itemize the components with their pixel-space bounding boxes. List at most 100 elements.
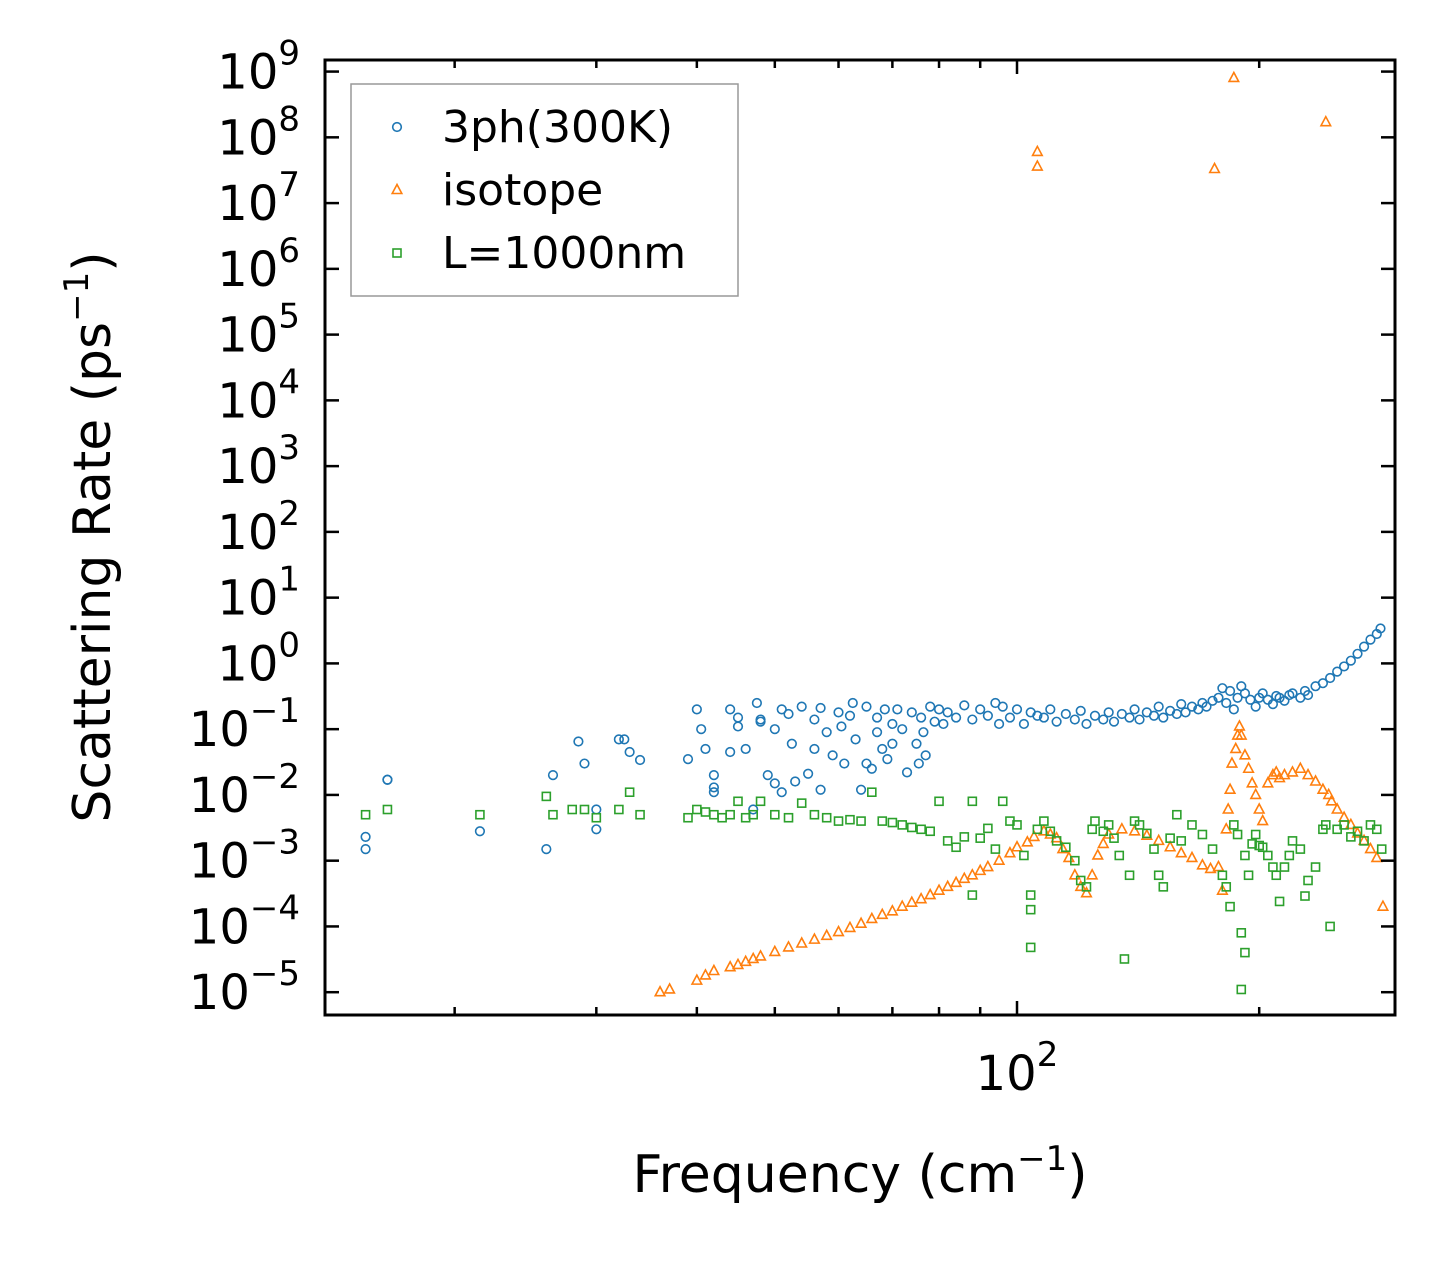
x-tick-label: 102	[976, 1035, 1059, 1102]
y-axis-label-base: Scattering Rate (ps	[63, 322, 123, 823]
data-point	[1301, 767, 1315, 780]
y-tick-exponent: 3	[278, 428, 300, 468]
data-point	[573, 736, 584, 747]
data-point	[1233, 719, 1246, 731]
data-point	[1061, 842, 1071, 853]
data-point	[1270, 765, 1283, 777]
data-point	[913, 758, 924, 769]
data-point	[1359, 836, 1369, 846]
data-point	[547, 770, 559, 781]
data-point	[1273, 770, 1286, 783]
data-point	[541, 791, 552, 802]
data-point	[700, 807, 711, 817]
y-tick-base: 10	[217, 505, 278, 561]
y-tick-base: 10	[217, 176, 278, 232]
data-point	[933, 704, 945, 715]
data-point	[934, 796, 944, 807]
data-point	[1253, 802, 1266, 814]
data-point	[748, 809, 758, 820]
data-point	[1158, 882, 1169, 892]
data-point	[809, 809, 820, 820]
data-point	[1045, 704, 1056, 715]
data-point	[747, 951, 760, 964]
data-point	[740, 743, 751, 755]
data-point	[786, 738, 797, 749]
data-point	[1124, 870, 1135, 881]
data-point	[827, 750, 838, 761]
data-point	[748, 804, 759, 815]
y-tick-exponent: 4	[278, 362, 300, 402]
data-point	[1325, 794, 1338, 806]
y-tick-base: 10	[217, 636, 278, 692]
data-point	[725, 746, 736, 758]
data-point	[887, 738, 898, 749]
data-point	[1321, 820, 1331, 830]
data-point	[1207, 695, 1218, 706]
legend-item: isotope	[390, 165, 603, 216]
data-point	[941, 879, 954, 892]
data-point	[1091, 848, 1104, 860]
data-point	[1221, 882, 1232, 892]
data-point	[1090, 816, 1100, 826]
data-point	[1031, 159, 1044, 171]
data-point	[967, 890, 978, 900]
data-point	[1025, 890, 1036, 900]
data-point	[1250, 829, 1261, 840]
x-axis-label-tail: )	[1067, 1145, 1087, 1205]
data-point	[1207, 844, 1218, 854]
data-point	[1003, 845, 1017, 858]
legend-label: L=1000nm	[442, 228, 686, 279]
data-point	[731, 957, 745, 970]
data-point	[739, 954, 752, 967]
data-point	[1267, 699, 1279, 710]
data-point	[1010, 840, 1024, 852]
data-point	[975, 704, 986, 715]
data-point	[887, 718, 898, 730]
data-point	[1070, 855, 1080, 866]
data-point	[901, 767, 913, 778]
y-tick-base: 10	[189, 768, 250, 824]
series-square	[360, 787, 1387, 995]
data-point	[360, 843, 371, 855]
data-point	[916, 712, 927, 723]
data-point	[725, 809, 735, 820]
data-point	[754, 949, 767, 961]
data-point	[732, 721, 744, 732]
data-point	[1018, 718, 1030, 730]
data-point	[1039, 816, 1049, 826]
data-point	[1371, 824, 1382, 835]
data-point	[1370, 850, 1383, 863]
data-point	[1025, 942, 1036, 953]
y-tick-label: 108	[217, 99, 300, 166]
legend-label: 3ph(300K)	[442, 102, 673, 153]
data-point	[796, 701, 807, 712]
data-point	[1225, 901, 1235, 912]
data-point	[833, 707, 844, 718]
data-point	[861, 758, 872, 769]
data-point	[708, 782, 719, 793]
data-point	[1346, 832, 1356, 842]
data-point	[997, 701, 1008, 712]
data-point	[382, 774, 393, 785]
data-point	[724, 959, 737, 972]
x-axis-label: Frequency (cm−1)	[632, 1139, 1087, 1205]
data-point	[1221, 697, 1232, 709]
data-point	[803, 768, 814, 779]
data-point	[1339, 820, 1349, 830]
data-point	[847, 697, 858, 709]
data-point	[905, 895, 918, 907]
data-point	[769, 778, 780, 789]
data-point	[1345, 655, 1356, 666]
data-point	[916, 824, 926, 835]
data-point	[776, 704, 787, 715]
data-point	[1140, 828, 1153, 840]
data-point	[1287, 836, 1298, 846]
y-tick-label: 10−3	[189, 823, 300, 890]
data-point	[699, 968, 712, 980]
data-point	[1300, 891, 1310, 901]
data-point	[709, 809, 719, 820]
data-point	[879, 704, 890, 715]
data-point	[1089, 710, 1101, 721]
data-point	[1204, 861, 1217, 874]
